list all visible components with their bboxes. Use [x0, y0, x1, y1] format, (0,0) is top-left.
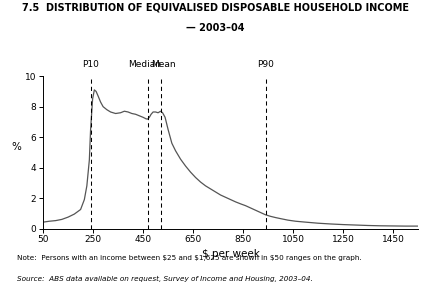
Text: 7.5  DISTRIBUTION OF EQUIVALISED DISPOSABLE HOUSEHOLD INCOME: 7.5 DISTRIBUTION OF EQUIVALISED DISPOSAB…	[22, 3, 408, 13]
Text: Source:  ABS data available on request, Survey of Income and Housing, 2003–04.: Source: ABS data available on request, S…	[17, 275, 312, 282]
X-axis label: $ per week: $ per week	[201, 249, 259, 259]
Y-axis label: %: %	[11, 142, 21, 152]
Text: P10: P10	[82, 60, 99, 69]
Text: Mean: Mean	[150, 60, 175, 69]
Text: P90: P90	[257, 60, 273, 69]
Text: — 2003–04: — 2003–04	[186, 23, 244, 33]
Text: Note:  Persons with an income between $25 and $1,625 are shown in $50 ranges on : Note: Persons with an income between $25…	[17, 255, 361, 261]
Text: Median: Median	[128, 60, 160, 69]
